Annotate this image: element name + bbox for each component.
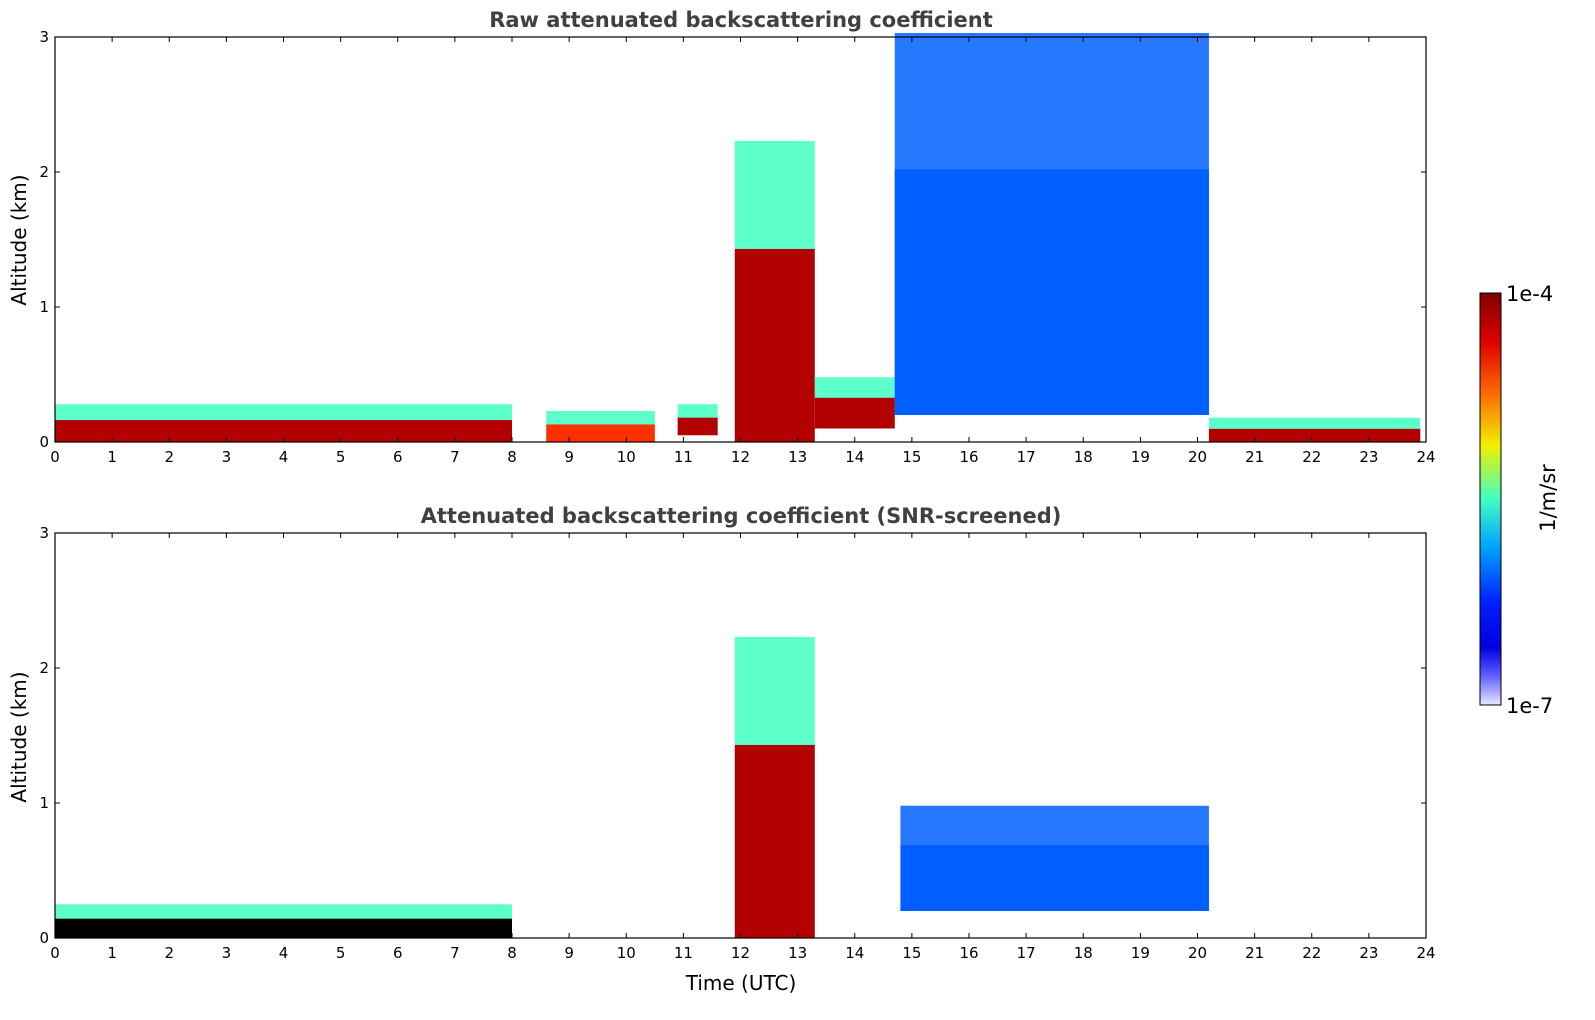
x-tick-label: 18 (1074, 944, 1093, 962)
panel-screened-x-ticks: 0 1 2 3 4 5 6 7 8 9 10 11 12 13 14 15 16 17 18 19 20 21 22 23 24 (50, 533, 1436, 962)
x-tick-label: 13 (788, 944, 807, 962)
x-tick-label: 15 (902, 448, 921, 466)
x-tick-label: 19 (1131, 448, 1150, 466)
feature-elevated-layer (814, 377, 895, 429)
feature-boundary-layer-aerosol (546, 411, 655, 442)
y-tick-label: 1 (39, 298, 49, 316)
panel-raw-title: Raw attenuated backscattering coefficien… (489, 8, 993, 32)
x-tick-label: 4 (279, 448, 289, 466)
feature-saturated-layer (55, 904, 512, 938)
x-tick-label: 11 (674, 944, 693, 962)
x-tick-label: 14 (845, 944, 864, 962)
x-tick-label: 17 (1017, 448, 1036, 466)
feature-core (814, 397, 895, 429)
x-tick-label: 8 (507, 448, 517, 466)
x-tick-label: 12 (731, 944, 750, 962)
feature-core (900, 845, 1209, 911)
x-tick-label: 22 (1302, 944, 1321, 962)
x-tick-label: 16 (959, 448, 978, 466)
y-tick-label: 1 (39, 794, 49, 812)
x-tick-label: 16 (959, 944, 978, 962)
x-tick-label: 21 (1245, 448, 1264, 466)
x-tick-label: 7 (450, 448, 460, 466)
y-tick-label: 0 (39, 929, 49, 947)
x-tick-label: 0 (50, 944, 60, 962)
x-tick-label: 4 (279, 944, 289, 962)
feature-noise-region (894, 33, 1209, 415)
x-tick-label: 13 (788, 448, 807, 466)
panel-raw-y-ticks: 0 1 2 3 (39, 28, 1426, 451)
x-tick-label: 8 (507, 944, 517, 962)
x-tick-label: 10 (617, 448, 636, 466)
feature-core (1208, 428, 1421, 442)
colorbar: 1e-4 1e-7 1/m/sr (1479, 282, 1560, 718)
feature-rising-plume (734, 141, 815, 442)
colorbar-min-label: 1e-7 (1506, 694, 1553, 718)
x-tick-label: 20 (1188, 944, 1207, 962)
x-tick-label: 14 (845, 448, 864, 466)
x-tick-label: 3 (222, 448, 232, 466)
feature-screened-aerosol (900, 805, 1209, 911)
x-tick-label: 5 (336, 944, 346, 962)
x-tick-label: 0 (50, 448, 60, 466)
feature-low-cloud (1208, 417, 1421, 442)
x-tick-label: 5 (336, 448, 346, 466)
x-tick-label: 2 (164, 448, 174, 466)
feature-core (677, 417, 718, 436)
panel-screened-plot-area (55, 637, 1209, 938)
panel-raw-x-ticks: 0 1 2 3 4 5 6 7 8 9 10 11 12 13 14 15 16 17 18 19 20 21 22 23 24 (50, 37, 1436, 466)
x-tick-label: 23 (1359, 944, 1378, 962)
x-tick-label: 3 (222, 944, 232, 962)
x-tick-label: 22 (1302, 448, 1321, 466)
x-tick-label: 1 (107, 944, 117, 962)
y-tick-label: 0 (39, 433, 49, 451)
x-tick-label: 15 (902, 944, 921, 962)
x-tick-label: 6 (393, 944, 403, 962)
x-tick-label: 20 (1188, 448, 1207, 466)
x-tick-label: 23 (1359, 448, 1378, 466)
feature-core (894, 169, 1209, 415)
feature-core (734, 744, 815, 938)
feature-core (55, 420, 512, 442)
x-tick-label: 18 (1074, 448, 1093, 466)
feature-core (734, 248, 815, 442)
x-tick-label: 1 (107, 448, 117, 466)
x-tick-label: 21 (1245, 944, 1264, 962)
x-tick-label: 9 (564, 944, 574, 962)
feature-low-cloud (677, 404, 718, 436)
colorbar-unit-label: 1/m/sr (1536, 464, 1560, 532)
panel-screened: Attenuated backscattering coefficient (S… (7, 504, 1436, 995)
panel-raw-y-label: Altitude (km) (7, 174, 31, 305)
x-tick-label: 6 (393, 448, 403, 466)
panel-raw-plot-area (55, 33, 1421, 442)
panel-screened-x-label: Time (UTC) (685, 971, 797, 995)
y-tick-label: 3 (39, 524, 49, 542)
x-tick-label: 19 (1131, 944, 1150, 962)
x-tick-label: 7 (450, 944, 460, 962)
feature-rising-plume (734, 637, 815, 938)
colorbar-gradient (1479, 292, 1502, 706)
x-tick-label: 10 (617, 944, 636, 962)
panel-screened-y-label: Altitude (km) (7, 671, 31, 802)
x-tick-label: 2 (164, 944, 174, 962)
feature-boundary-layer-aerosol (55, 404, 512, 442)
x-tick-label: 24 (1416, 448, 1435, 466)
x-tick-label: 9 (564, 448, 574, 466)
panel-screened-y-ticks: 0 1 2 3 (39, 524, 1426, 947)
y-tick-label: 2 (39, 163, 49, 181)
panel-screened-title: Attenuated backscattering coefficient (S… (421, 504, 1062, 528)
x-tick-label: 12 (731, 448, 750, 466)
feature-core (546, 424, 655, 442)
y-tick-label: 2 (39, 659, 49, 677)
x-tick-label: 11 (674, 448, 693, 466)
colorbar-max-label: 1e-4 (1506, 282, 1553, 306)
panel-raw: Raw attenuated backscattering coefficien… (7, 8, 1436, 466)
x-tick-label: 24 (1416, 944, 1435, 962)
x-tick-label: 17 (1017, 944, 1036, 962)
y-tick-label: 3 (39, 28, 49, 46)
